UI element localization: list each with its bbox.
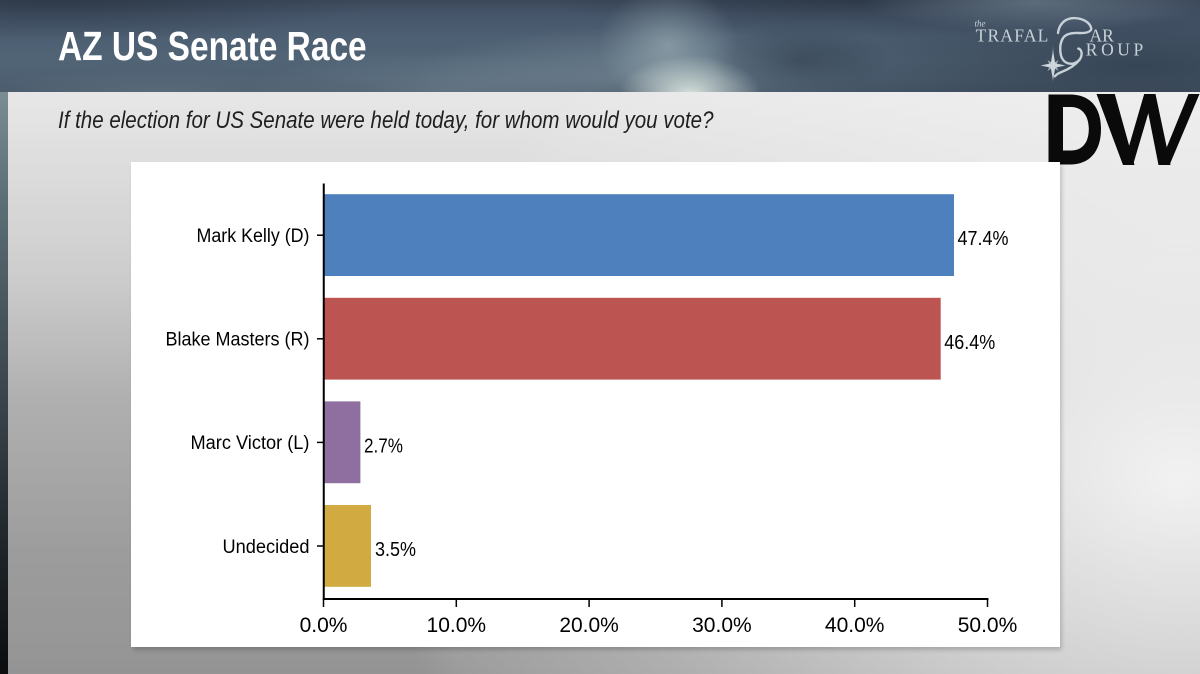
svg-text:50.0%: 50.0% — [958, 614, 1018, 637]
svg-text:Undecided: Undecided — [223, 537, 310, 558]
svg-text:2.7%: 2.7% — [364, 435, 403, 457]
svg-text:20.0%: 20.0% — [559, 614, 619, 637]
svg-text:Mark Kelly (D): Mark Kelly (D) — [197, 226, 310, 247]
svg-text:10.0%: 10.0% — [427, 614, 487, 637]
svg-text:ROUP: ROUP — [1086, 40, 1147, 60]
svg-text:30.0%: 30.0% — [692, 614, 752, 637]
svg-text:Blake Masters (R): Blake Masters (R) — [166, 330, 310, 351]
svg-text:40.0%: 40.0% — [825, 614, 885, 637]
svg-text:46.4%: 46.4% — [944, 332, 995, 354]
svg-text:0.0%: 0.0% — [300, 614, 348, 637]
svg-text:AR: AR — [1090, 26, 1115, 46]
svg-text:Marc Victor (L): Marc Victor (L) — [191, 433, 310, 454]
svg-text:47.4%: 47.4% — [958, 228, 1009, 250]
svg-text:TRAFAL: TRAFAL — [976, 26, 1050, 46]
svg-text:the: the — [975, 19, 986, 29]
svg-text:3.5%: 3.5% — [375, 539, 416, 561]
